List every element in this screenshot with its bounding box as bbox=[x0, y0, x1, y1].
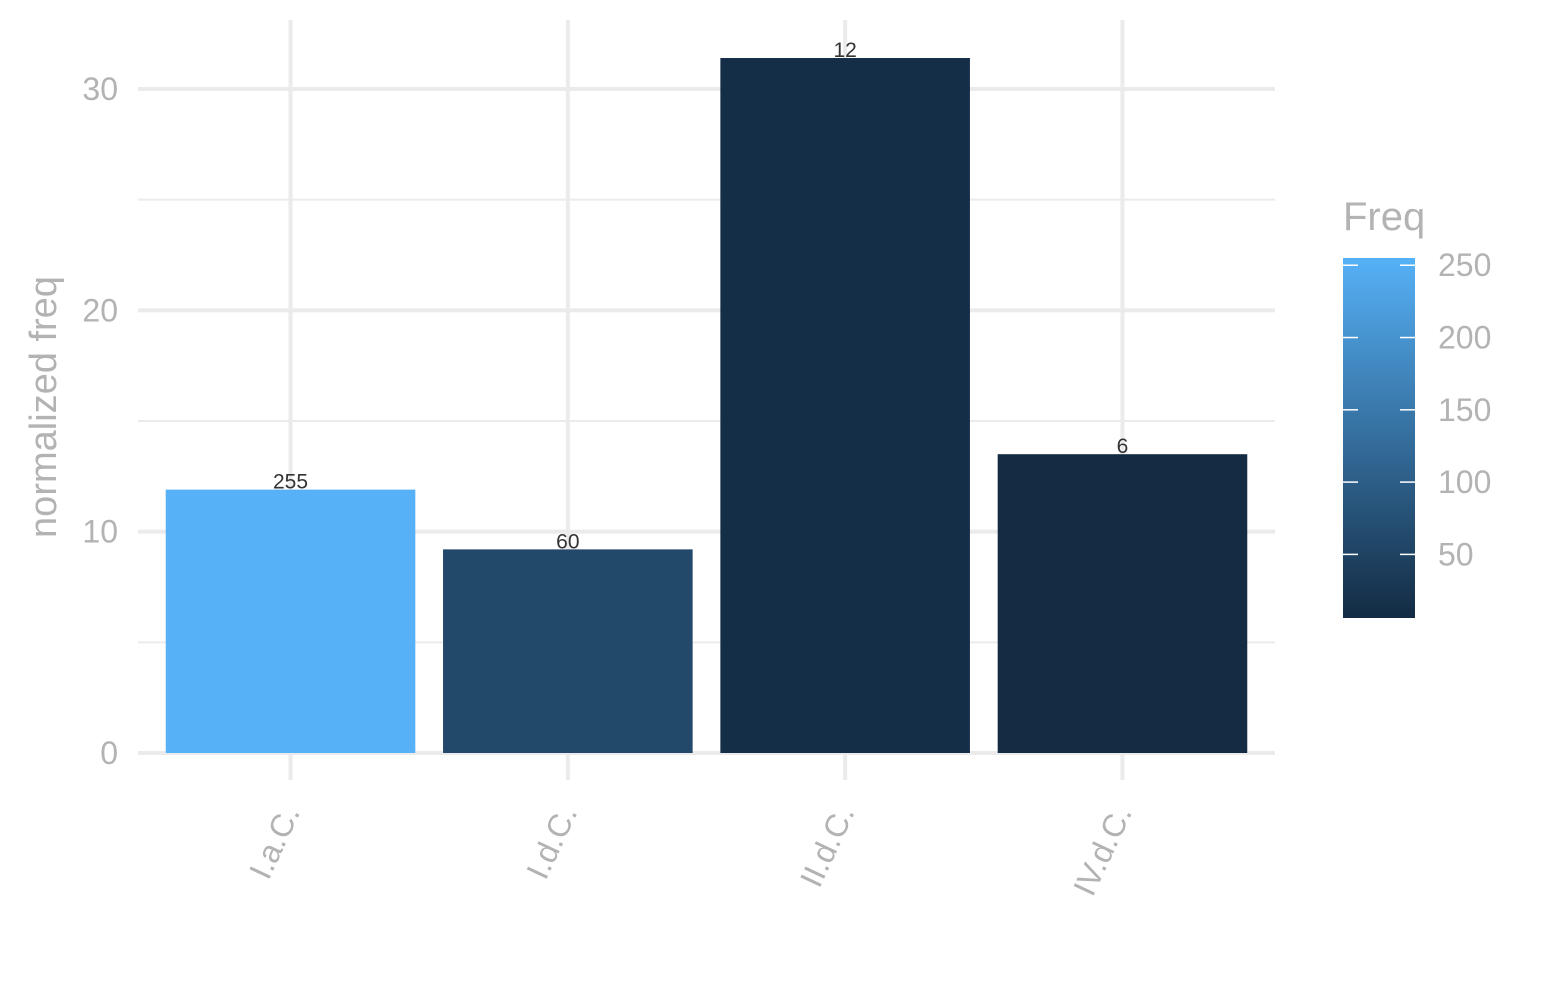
colorbar-tick-label: 150 bbox=[1438, 392, 1491, 428]
y-axis-ticks: 0 10 20 30 bbox=[82, 71, 118, 771]
data-label: 255 bbox=[273, 471, 308, 494]
data-label: 6 bbox=[1117, 435, 1129, 458]
x-tick-label: II.d.C. bbox=[793, 800, 862, 893]
data-label: 12 bbox=[833, 39, 856, 62]
colorbar-tick-label: 200 bbox=[1438, 320, 1491, 356]
bars bbox=[165, 58, 1248, 754]
colorbar bbox=[1343, 258, 1415, 618]
bar-4 bbox=[997, 454, 1248, 753]
y-tick-label: 10 bbox=[82, 514, 118, 550]
x-tick-label: I.d.C. bbox=[519, 800, 584, 885]
legend-title: Freq bbox=[1343, 195, 1425, 239]
y-tick-label: 30 bbox=[82, 71, 118, 107]
x-tick-label: I.a.C. bbox=[242, 800, 307, 885]
colorbar-tick-label: 50 bbox=[1438, 536, 1474, 572]
legend: Freq 250 200 150 100 50 bbox=[1343, 195, 1491, 618]
data-labels: 255 60 12 6 bbox=[273, 39, 1128, 553]
x-axis-ticks: I.a.C. I.d.C. II.d.C. IV.d.C. bbox=[242, 800, 1139, 901]
data-label: 60 bbox=[556, 530, 579, 553]
y-tick-label: 20 bbox=[82, 292, 118, 328]
y-tick-label: 0 bbox=[100, 735, 118, 771]
bar-3 bbox=[720, 58, 970, 754]
colorbar-tick-label: 100 bbox=[1438, 464, 1491, 500]
y-axis-title: normalized freq bbox=[23, 276, 65, 538]
bar-2 bbox=[443, 549, 693, 753]
colorbar-tick-label: 250 bbox=[1438, 247, 1491, 283]
bar-1 bbox=[165, 489, 416, 753]
x-tick-label: IV.d.C. bbox=[1066, 800, 1139, 901]
colorbar-ticks: 250 200 150 100 50 bbox=[1343, 247, 1491, 572]
